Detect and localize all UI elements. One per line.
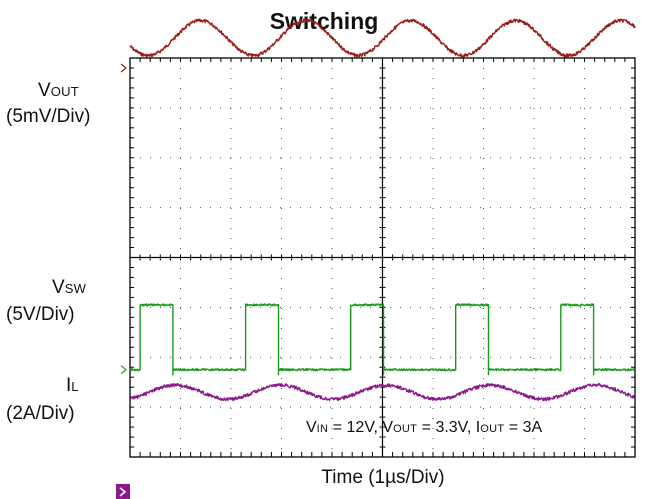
channel-markers [116, 63, 130, 499]
trace-vout [129, 18, 636, 58]
trace-il [129, 383, 636, 402]
vsw-scale-label: (5V/Div) [6, 304, 75, 325]
operating-conditions-annotation: VIN = 12V, VOUT = 3.3V, IOUT = 3A [306, 419, 543, 436]
x-axis-label: Time (1µs/Div) [321, 467, 445, 488]
trace-vsw [129, 303, 636, 376]
plot-traces [129, 18, 636, 402]
marker-vout [120, 63, 127, 73]
vsw-label: VSW [52, 277, 87, 298]
il-scale-label: (2A/Div) [6, 403, 75, 424]
vout-label: VOUT [38, 80, 80, 101]
marker-arrow-il [119, 487, 127, 497]
plot-grid [129, 57, 636, 458]
vout-scale-label: (5mV/Div) [6, 106, 91, 127]
marker-vsw [120, 365, 127, 375]
il-label: IL [66, 375, 79, 396]
marker-il [116, 483, 130, 499]
